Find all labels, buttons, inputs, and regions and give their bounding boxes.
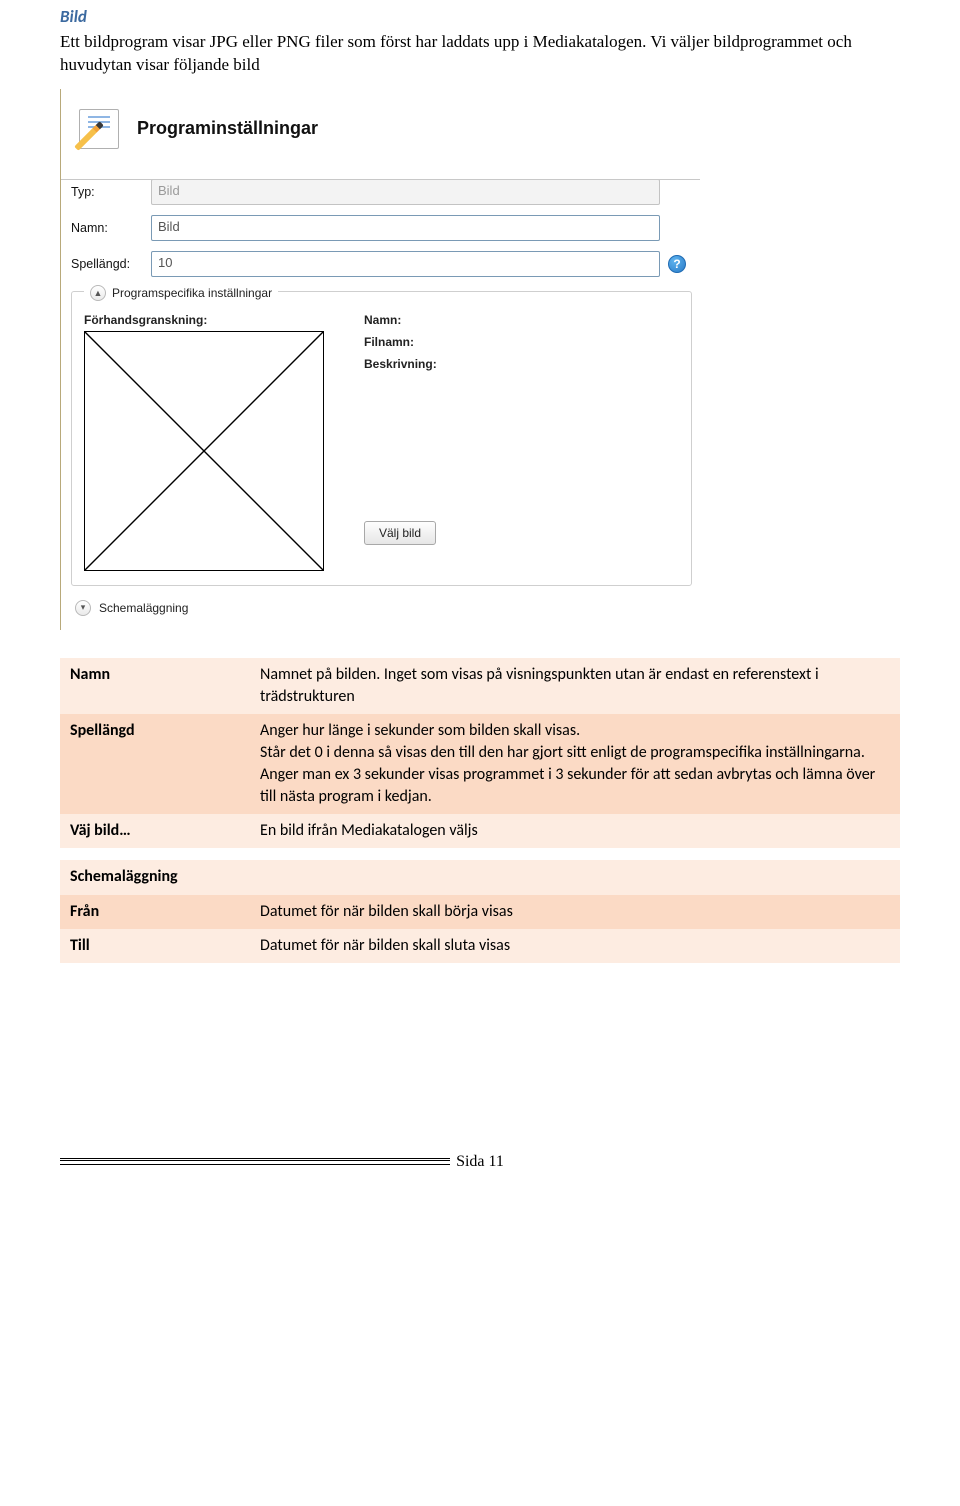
page-number: Sida 11 [450, 1153, 510, 1170]
panel-header: Programinställningar [71, 97, 692, 175]
page-footer: Sida 11 [60, 1153, 900, 1171]
row-value: Namnet på bilden. Inget som visas på vis… [250, 658, 900, 714]
fieldset-legend[interactable]: ▲ Programspecifika inställningar [84, 285, 278, 301]
row-value: Datumet för när bilden skall sluta visas [250, 929, 900, 963]
meta-beskriv-label: Beskrivning: [364, 357, 437, 371]
field-namn[interactable]: Bild [151, 215, 660, 241]
label-namn: Namn: [71, 221, 151, 235]
edit-document-icon [75, 105, 123, 153]
scheduling-label: Schemaläggning [99, 601, 188, 615]
choose-image-button[interactable]: Välj bild [364, 521, 436, 545]
row-value: Datumet för när bilden skall börja visas [250, 895, 900, 929]
scheduling-row[interactable]: ▾ Schemaläggning [71, 596, 692, 622]
chevron-up-icon[interactable]: ▲ [90, 285, 106, 301]
table-row: Väj bild…En bild ifrån Mediakatalogen vä… [60, 814, 900, 848]
meta-column: Namn: Filnamn: Beskrivning: Välj bild [364, 313, 679, 545]
table-row: TillDatumet för när bilden skall sluta v… [60, 929, 900, 963]
table-row: FrånDatumet för när bilden skall börja v… [60, 895, 900, 929]
row-key: Till [60, 929, 250, 963]
preview-column: Förhandsgranskning: [84, 313, 334, 571]
row-value: En bild ifrån Mediakatalogen väljs [250, 814, 900, 848]
preview-box [84, 331, 324, 571]
row-value: Anger hur länge i sekunder som bilden sk… [250, 714, 900, 814]
description-table-1: NamnNamnet på bilden. Inget som visas på… [60, 658, 900, 849]
table-row: Schemaläggning [60, 860, 900, 894]
field-typ: Bild [151, 179, 660, 205]
table-row: SpellängdAnger hur länge i sekunder som … [60, 714, 900, 814]
description-table-2: SchemaläggningFrånDatumet för när bilden… [60, 860, 900, 962]
preview-label: Förhandsgranskning: [84, 313, 334, 327]
row-key: Namn [60, 658, 250, 714]
form-grid: Typ: Bild Namn: Bild Spellängd: 10 ? [71, 175, 692, 291]
settings-panel: Programinställningar Typ: Bild Namn: Bil… [60, 89, 700, 630]
row-key: Schemaläggning [60, 860, 250, 894]
row-key: Från [60, 895, 250, 929]
intro-paragraph: Ett bildprogram visar JPG eller PNG file… [60, 31, 900, 77]
help-icon[interactable]: ? [668, 255, 686, 273]
table-row: NamnNamnet på bilden. Inget som visas på… [60, 658, 900, 714]
meta-namn-label: Namn: [364, 313, 401, 327]
field-spellangd[interactable]: 10 [151, 251, 660, 277]
row-key: Väj bild… [60, 814, 250, 848]
program-specific-fieldset: ▲ Programspecifika inställningar Förhand… [71, 291, 692, 586]
label-typ: Typ: [71, 185, 151, 199]
row-value [250, 860, 900, 894]
section-heading: Bild [60, 6, 900, 27]
panel-title: Programinställningar [137, 118, 318, 139]
fieldset-legend-text: Programspecifika inställningar [112, 286, 272, 300]
label-spellangd: Spellängd: [71, 257, 151, 271]
meta-filnamn-label: Filnamn: [364, 335, 414, 349]
row-key: Spellängd [60, 714, 250, 814]
chevron-down-icon[interactable]: ▾ [75, 600, 91, 616]
